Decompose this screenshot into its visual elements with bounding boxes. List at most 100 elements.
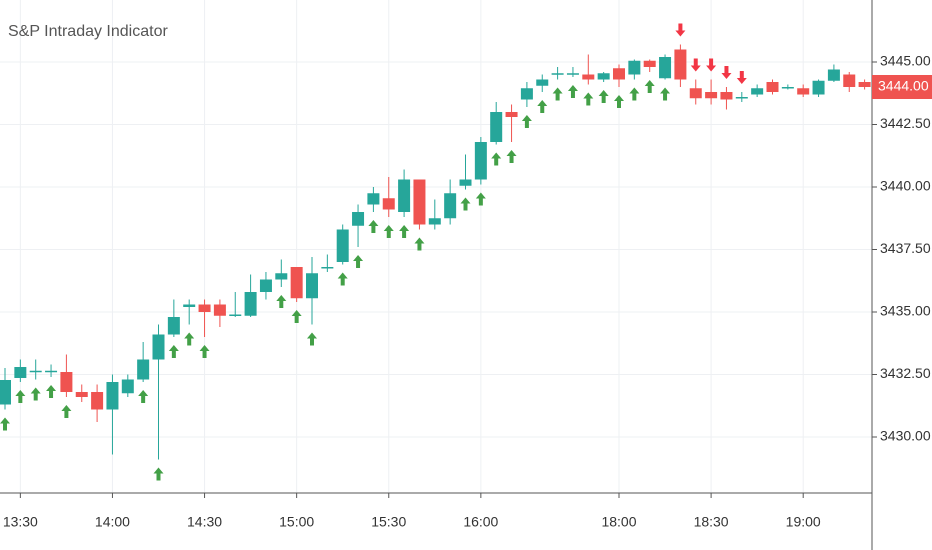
- candle-body: [213, 304, 226, 316]
- x-tick-label: 18:30: [694, 514, 729, 530]
- buy-arrow: [552, 87, 563, 101]
- candle-body: [275, 273, 288, 280]
- candle-body: [91, 392, 104, 410]
- buy-arrow: [0, 417, 10, 431]
- candle-body: [705, 92, 718, 99]
- candle-body: [244, 292, 257, 316]
- candle-body: [152, 334, 165, 360]
- buy-arrow: [368, 220, 379, 233]
- candle-body: [735, 97, 748, 99]
- candle-body: [352, 212, 365, 226]
- candle-body: [229, 314, 242, 316]
- candle-body: [674, 49, 687, 80]
- grid: [0, 0, 872, 493]
- sell-arrow: [706, 58, 717, 72]
- candle-body: [751, 88, 764, 95]
- candle-body: [106, 382, 119, 410]
- candle-body: [183, 304, 196, 307]
- buy-arrow: [583, 92, 594, 106]
- buy-arrow: [276, 295, 287, 308]
- candle-body: [781, 87, 794, 89]
- candle-body: [14, 367, 27, 378]
- sell-arrow: [675, 23, 686, 37]
- buy-arrow: [614, 95, 624, 108]
- buy-arrow: [383, 225, 394, 238]
- buy-arrow: [307, 332, 317, 346]
- candle-body: [474, 142, 487, 180]
- candle-body: [766, 82, 779, 92]
- candle-body: [459, 179, 472, 186]
- buy-arrow: [506, 150, 517, 163]
- candle-body: [137, 359, 150, 380]
- candle-body: [444, 193, 457, 219]
- candle-body: [75, 392, 88, 397]
- buy-arrow: [138, 390, 149, 403]
- buy-arrow: [491, 152, 502, 166]
- sell-arrow: [690, 58, 701, 72]
- buy-arrow: [199, 345, 210, 358]
- buy-arrow: [475, 192, 486, 206]
- buy-arrow: [46, 385, 57, 398]
- x-tick-label: 15:00: [279, 514, 314, 530]
- candle-body: [336, 229, 349, 262]
- y-tick-label: 3437.50: [880, 240, 931, 256]
- candle-body: [398, 179, 411, 212]
- y-tick-label: 3445.00: [880, 53, 931, 69]
- buy-arrow: [353, 255, 364, 268]
- x-tick-label: 16:00: [463, 514, 498, 530]
- candle-body: [551, 73, 564, 75]
- candle-body: [29, 370, 42, 373]
- candle-body: [597, 73, 610, 80]
- candle-body: [306, 273, 318, 299]
- candle-body: [413, 179, 426, 225]
- x-tick-label: 14:00: [95, 514, 130, 530]
- candle-body: [843, 74, 856, 87]
- candle-body: [0, 380, 11, 405]
- y-tick-label: 3435.00: [880, 303, 931, 319]
- y-tick-label: 3432.50: [880, 365, 931, 381]
- candle-body: [259, 279, 272, 292]
- candle-body: [121, 379, 134, 394]
- sell-arrow: [736, 71, 747, 84]
- buy-arrow: [660, 87, 671, 101]
- x-tick-label: 14:30: [187, 514, 222, 530]
- x-tick-label: 15:30: [371, 514, 406, 530]
- buy-arrow: [521, 115, 532, 128]
- candle-body: [490, 112, 503, 142]
- y-tick-label: 3440.00: [880, 178, 931, 194]
- candle-body: [428, 218, 441, 225]
- candle-body: [566, 73, 579, 75]
- candle-body: [628, 60, 641, 75]
- candle-body: [167, 317, 180, 335]
- candle-body: [613, 68, 625, 80]
- candle-body: [536, 79, 549, 86]
- candle-body: [582, 74, 595, 80]
- sell-arrow: [721, 66, 732, 79]
- buy-arrow: [184, 332, 195, 346]
- buy-arrow: [61, 405, 72, 418]
- candle-body: [505, 112, 518, 117]
- buy-arrow: [399, 225, 410, 238]
- candle-body: [812, 80, 825, 95]
- buy-arrow: [153, 467, 164, 481]
- candle-body: [858, 82, 871, 87]
- buy-arrow: [460, 197, 471, 211]
- candle-body: [290, 267, 303, 299]
- buy-arrow: [644, 80, 655, 93]
- x-tick-label: 13:30: [3, 514, 38, 530]
- y-tick-label: 3442.50: [880, 115, 931, 131]
- buy-arrow: [414, 237, 425, 251]
- buy-arrow: [30, 387, 41, 401]
- x-tick-label: 19:00: [786, 514, 821, 530]
- candle-body: [367, 193, 380, 205]
- candle-body: [689, 88, 702, 99]
- y-tick-label: 3430.00: [880, 428, 931, 444]
- buy-arrow: [598, 90, 609, 103]
- buy-arrow: [168, 345, 179, 358]
- candle-body: [520, 88, 533, 100]
- candle-body: [45, 370, 58, 373]
- candle-body: [60, 372, 73, 392]
- buy-arrow: [337, 272, 348, 286]
